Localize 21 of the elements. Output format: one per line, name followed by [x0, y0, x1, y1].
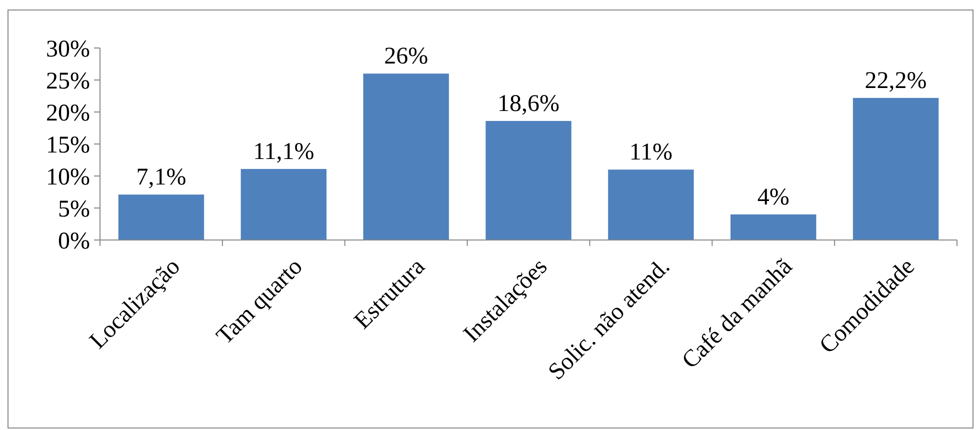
data-label: 4%: [757, 184, 790, 210]
data-label: 26%: [384, 44, 428, 70]
y-tick-label: 0%: [58, 228, 90, 254]
y-tick-label: 10%: [46, 164, 90, 190]
bar: [240, 168, 326, 240]
y-tick-label: 15%: [46, 132, 90, 158]
bar: [852, 98, 939, 240]
bar: [118, 194, 204, 240]
data-label: 7,1%: [136, 164, 186, 191]
data-label: 22,2%: [864, 68, 927, 94]
y-tick-label: 20%: [46, 100, 90, 126]
y-tick-label: 5%: [58, 196, 90, 222]
bar: [363, 74, 449, 240]
bar: [608, 170, 694, 240]
data-label: 18,6%: [498, 90, 560, 117]
y-tick-label: 25%: [46, 68, 90, 94]
bar: [730, 214, 816, 240]
bar: [486, 120, 572, 240]
data-label: 11%: [629, 140, 672, 166]
data-label: 11,1%: [253, 138, 314, 165]
y-tick-label: 30%: [46, 36, 90, 62]
